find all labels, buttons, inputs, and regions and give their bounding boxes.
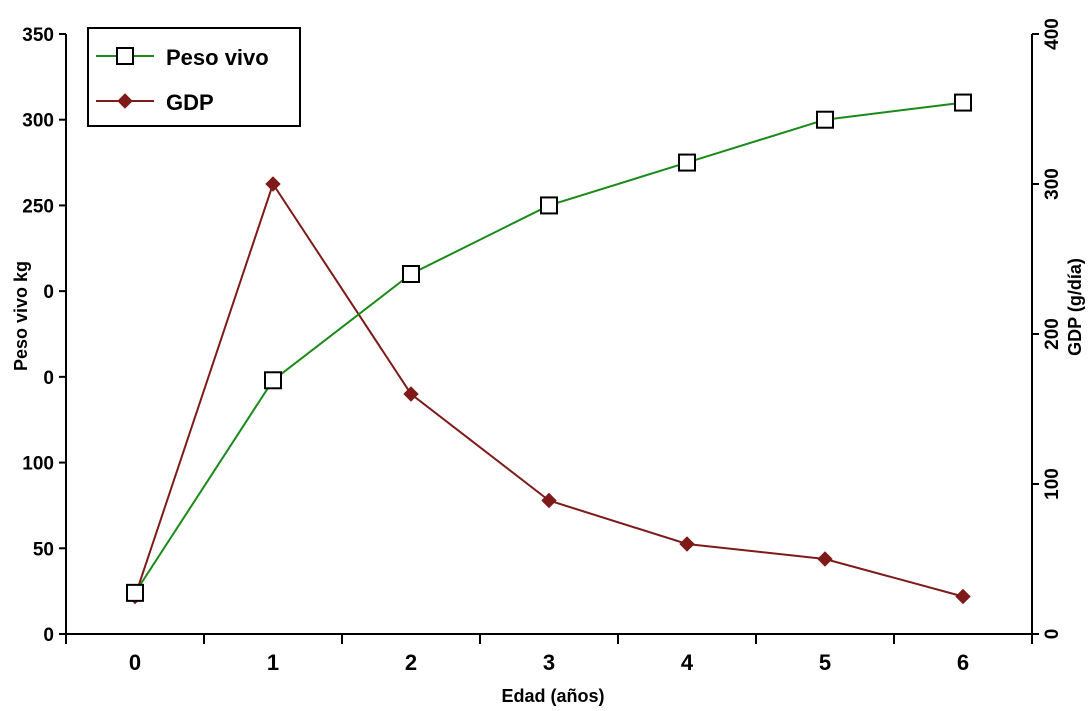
right-y-axis-ticks: 0 100 200 300 400: [1032, 18, 1063, 639]
right-y-tick-label: 200: [1042, 318, 1063, 350]
x-tick-label: 2: [405, 650, 417, 675]
series-line-gdp: [134, 181, 964, 598]
left-y-tick-label: 350: [22, 25, 54, 46]
x-tick-label: 6: [957, 650, 969, 675]
legend-marker-peso-vivo: [116, 47, 134, 65]
peso-vivo-point: [402, 265, 420, 283]
gdp-point: [679, 536, 695, 552]
x-axis-title: Edad (años): [501, 686, 604, 706]
gdp-point: [403, 386, 419, 402]
series-line-peso-vivo: [134, 101, 964, 594]
left-y-axis-title: Peso vivo kg: [11, 261, 31, 371]
gdp-point: [541, 492, 557, 509]
peso-vivo-point: [954, 93, 972, 112]
x-tick-label: 3: [543, 650, 555, 675]
peso-vivo-point: [816, 110, 834, 129]
legend-marker-gdp: [117, 93, 133, 109]
peso-vivo-point: [678, 153, 696, 172]
legend-box: [87, 27, 301, 127]
left-y-tick-label: 50: [33, 539, 54, 560]
x-tick-label: 1: [267, 650, 279, 675]
gdp-point: [817, 551, 833, 567]
legend: Peso vivo GDP: [87, 27, 301, 127]
x-tick-label: 0: [129, 650, 141, 675]
right-y-axis-title: GDP (g/día): [1065, 258, 1085, 356]
x-tick-label: 4: [681, 650, 694, 675]
peso-vivo-point: [264, 371, 282, 390]
x-axis-ticks: 0 1 2 3 4 5 6: [65, 634, 1033, 675]
peso-vivo-point: [540, 196, 558, 215]
x-tick-label: 5: [819, 650, 831, 675]
right-y-tick-label: 0: [1042, 629, 1063, 640]
left-y-tick-label: 100: [22, 454, 54, 475]
right-y-tick-label: 400: [1042, 18, 1063, 50]
left-y-axis-ticks: 0 50 100 0 0 250 300 350: [22, 25, 66, 646]
left-y-tick-label: 300: [22, 111, 54, 132]
legend-label-gdp: GDP: [166, 90, 214, 115]
right-y-tick-label: 100: [1042, 468, 1063, 500]
gdp-point: [955, 588, 971, 605]
series-layer: [126, 93, 972, 605]
right-y-tick-label: 300: [1042, 168, 1063, 200]
peso-vivo-point: [126, 583, 144, 602]
left-y-tick-label: 250: [22, 196, 54, 217]
left-y-tick-label: 0: [43, 368, 54, 389]
gdp-point: [265, 176, 281, 192]
legend-label-peso-vivo: Peso vivo: [166, 45, 269, 70]
left-y-tick-label: 0: [43, 282, 54, 303]
left-y-tick-label: 0: [43, 625, 54, 646]
